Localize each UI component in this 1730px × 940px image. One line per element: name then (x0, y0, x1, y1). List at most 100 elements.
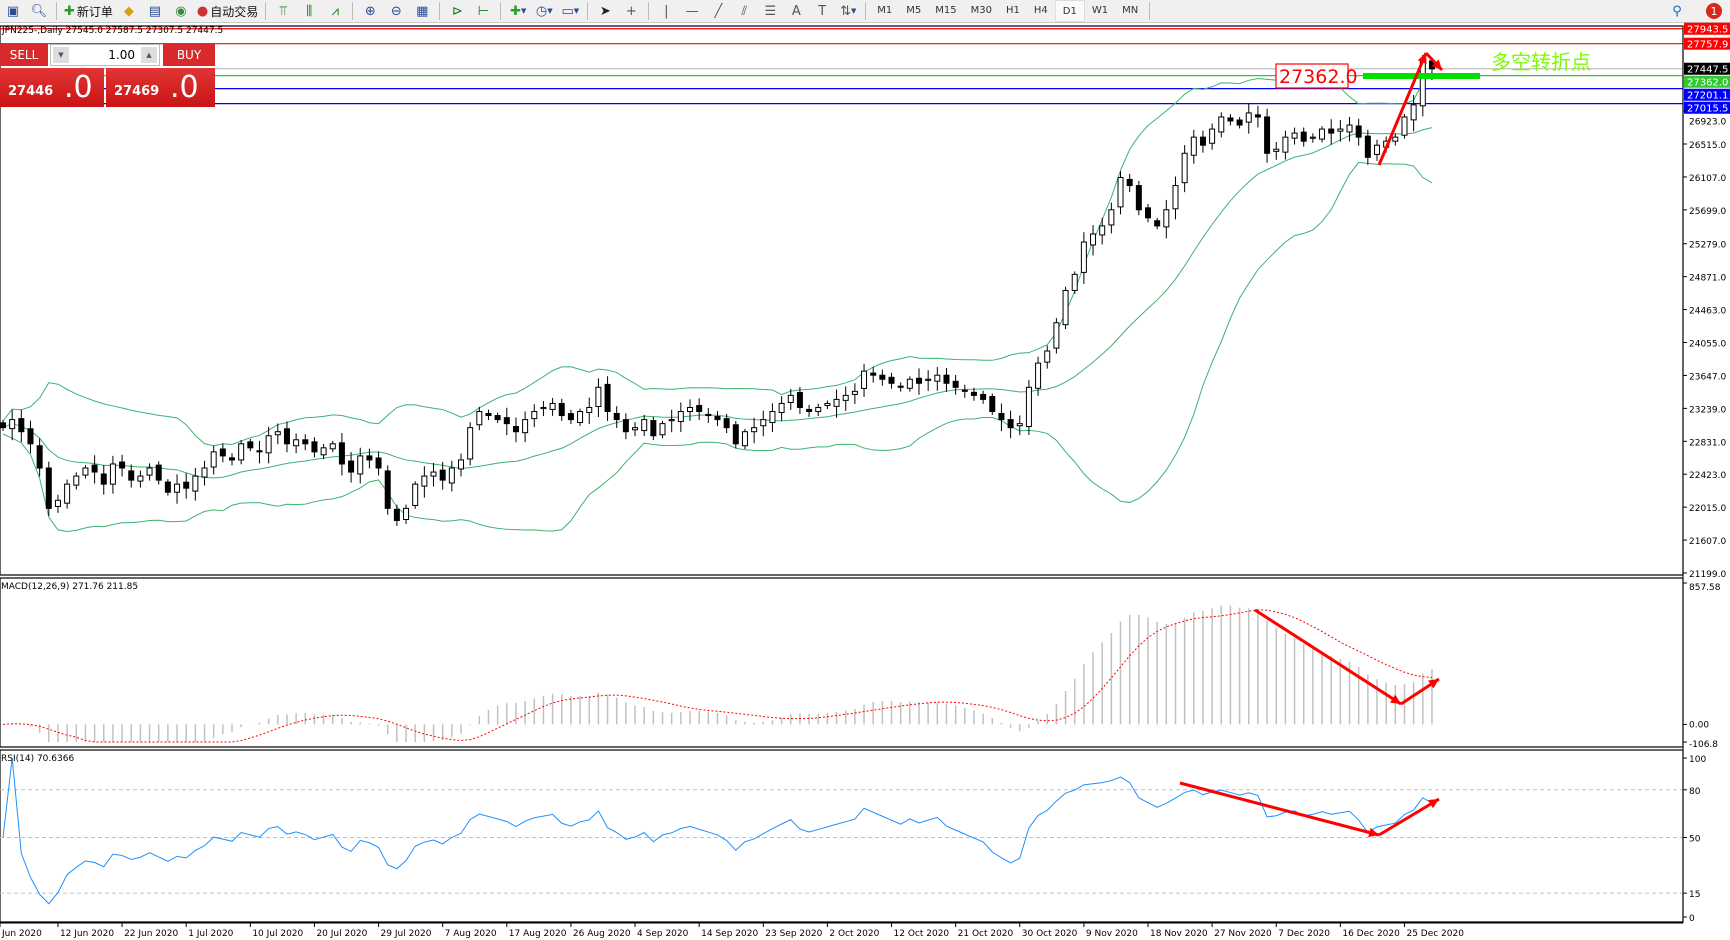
buy-button[interactable]: BUY (163, 44, 215, 66)
candle-body (1053, 322, 1060, 349)
candle-body (1245, 112, 1252, 123)
price-axis-label: 21199.0 (1689, 570, 1726, 580)
candle-body (998, 412, 1005, 421)
new-order-button[interactable]: ✚ 新订单 (64, 3, 113, 19)
candle-body (64, 483, 71, 504)
sell-button[interactable]: SELL (0, 44, 48, 66)
candle-body (916, 377, 922, 384)
date-axis-label: 9 Nov 2020 (1086, 929, 1138, 939)
toolbar-button-signals[interactable]: ◉ (168, 1, 194, 21)
candle-body (283, 428, 290, 445)
toolbar-button-profiles[interactable]: ▣ (0, 1, 26, 21)
toolbar-separator (265, 2, 267, 20)
candle-body (439, 469, 446, 481)
rsi-up-arrow-head (1428, 799, 1439, 809)
candle-body (632, 427, 639, 431)
timeframe-h1[interactable]: H1 (1006, 4, 1020, 16)
candle-body (1236, 119, 1243, 126)
cursor-button[interactable]: ➤ (592, 1, 618, 21)
bar-chart-icon: ⫪ (279, 3, 287, 19)
date-axis-label: 7 Aug 2020 (445, 929, 497, 939)
toolbar-separator (648, 2, 650, 20)
toolbar-button-terminal[interactable]: ▤ (142, 1, 168, 21)
lot-size-input[interactable] (73, 47, 137, 63)
lot-increase-button[interactable]: ▲ (141, 47, 157, 63)
zoom-out-button[interactable]: ⊖ (383, 1, 409, 21)
bar-chart-button[interactable]: ⫪ (270, 1, 296, 21)
candle-body (906, 378, 913, 389)
candle-body (705, 413, 712, 417)
horizontal-line-button[interactable]: — (679, 1, 705, 21)
candle-body (36, 445, 43, 469)
candle-body (274, 431, 281, 436)
auto-trading-button[interactable]: ● 自动交易 (196, 3, 259, 19)
candle-body (943, 374, 950, 384)
vertical-line-button[interactable]: | (653, 1, 679, 21)
equidistant-channel-button[interactable]: ⫽ (731, 1, 757, 21)
sell-price-button[interactable]: 27446 .0 (0, 68, 104, 107)
macd-down-arrow (1254, 608, 1402, 706)
toolbar-separator (56, 2, 57, 20)
candle-body (952, 380, 959, 388)
candle-body (522, 419, 529, 434)
candlestick-button[interactable]: ⫼ (296, 1, 322, 21)
timeframe-m30[interactable]: M30 (970, 4, 992, 16)
chart-shift-button[interactable]: ⊢ (470, 1, 496, 21)
buy-price-button[interactable]: 27469 .0 (106, 68, 215, 107)
price-line-label: 27201.1 (1687, 91, 1728, 102)
toolbar-button-metaeditor[interactable]: ◆ (116, 1, 142, 21)
dropdown-arrow-icon: ▼ (851, 7, 857, 15)
tile-windows-button[interactable]: ▦ (409, 1, 435, 21)
price-axis-label: 23647.0 (1689, 372, 1726, 382)
arrows-button[interactable]: ⇅ ▼ (835, 1, 861, 21)
search-icon[interactable]: ⚲ (1672, 3, 1682, 19)
line-chart-button[interactable]: ⩘ (322, 1, 348, 21)
candle-body (732, 424, 739, 445)
text-button[interactable]: A (783, 1, 809, 21)
periods-button[interactable]: ◷ ▼ (531, 1, 557, 21)
timeframe-m5[interactable]: M5 (906, 4, 922, 16)
price-line-label-bg (1684, 22, 1730, 35)
candle-body (1025, 386, 1032, 428)
candle-body (192, 475, 199, 492)
candle-body (503, 417, 510, 425)
templates-button[interactable]: ▭ ▼ (557, 1, 583, 21)
timeframe-h4[interactable]: H4 (1033, 4, 1048, 16)
autoscroll-button[interactable]: ⊳ (444, 1, 470, 21)
text-icon: A (791, 3, 801, 19)
toolbar-button-navigator[interactable]: 🔍︎ (26, 1, 52, 21)
candle-body (384, 470, 391, 509)
timeframe-mn[interactable]: MN (1122, 4, 1139, 16)
candle-body (723, 418, 730, 429)
timeframe-d1[interactable]: D1 (1054, 0, 1085, 22)
timeframe-m1[interactable]: M1 (877, 4, 893, 16)
timeframe-m15[interactable]: M15 (935, 4, 957, 16)
notification-badge[interactable]: 1 (1706, 3, 1722, 19)
candle-body (1392, 136, 1399, 142)
indicators-button[interactable]: ✚ ▼ (505, 1, 531, 21)
timeframe-w1[interactable]: W1 (1091, 4, 1109, 16)
panel-frame (0, 25, 1684, 576)
text-label-button[interactable]: T (809, 1, 835, 21)
candle-body (824, 402, 831, 407)
one-click-trading-panel: SELL ▼ ▲ BUY 27446 .0 27469 .0 (0, 44, 215, 107)
price-up-arrow (1377, 52, 1428, 166)
candle-body (476, 411, 483, 426)
candle-body (155, 464, 162, 481)
price-up-arrow-head (1417, 53, 1427, 64)
lot-decrease-button[interactable]: ▼ (53, 47, 69, 63)
tile-icon: ▦ (416, 3, 429, 19)
candle-body (714, 416, 721, 421)
candle-body (238, 443, 245, 461)
horizontal-line-icon: — (685, 3, 699, 19)
date-axis-label: Jun 2020 (1, 929, 42, 939)
fibonacci-button[interactable]: ☰ (757, 1, 783, 21)
candle-body (329, 443, 336, 450)
candle-body (1117, 176, 1124, 208)
date-axis-label: 25 Dec 2020 (1406, 929, 1464, 939)
candle-body (1181, 152, 1188, 184)
zoom-in-button[interactable]: ⊕ (357, 1, 383, 21)
trendline-button[interactable]: ╱ (705, 1, 731, 21)
crosshair-button[interactable]: + (618, 1, 644, 21)
